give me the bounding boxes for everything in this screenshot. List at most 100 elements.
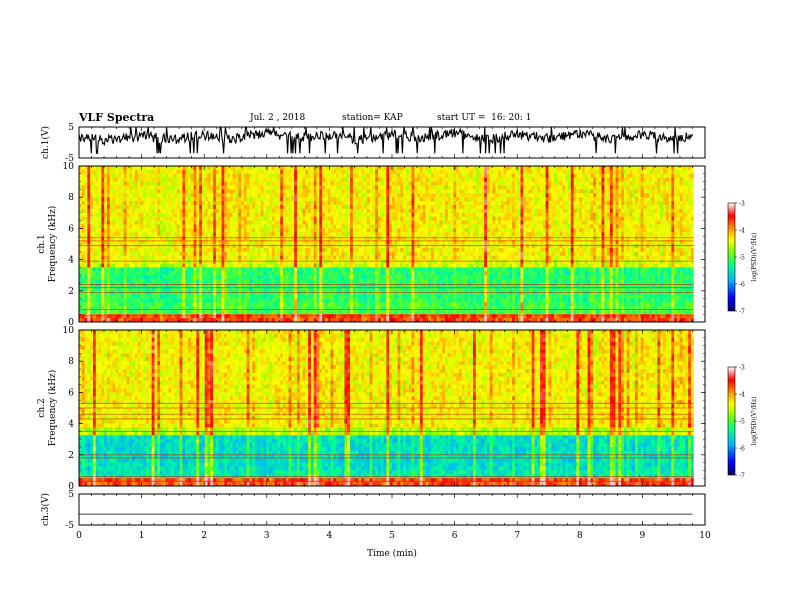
spectrogram-cell	[176, 181, 180, 186]
spectrogram-cell	[364, 166, 368, 171]
spectrogram-cell	[171, 193, 175, 198]
spectrogram-cell	[456, 228, 460, 233]
spectrogram-cell	[327, 220, 331, 225]
spectrogram-cell	[668, 173, 672, 179]
spectrogram-cell	[456, 244, 460, 249]
spectrogram-cell	[375, 212, 379, 218]
spectrogram-cell	[537, 173, 541, 179]
spectrogram-cell	[528, 201, 533, 206]
spectrogram-cell	[123, 197, 127, 202]
spectrogram-cell	[528, 205, 533, 210]
spectrogram-cell	[364, 185, 368, 190]
spectrogram-cell	[277, 247, 281, 253]
spectrogram-cell	[252, 220, 256, 225]
spectrogram-cell	[126, 244, 130, 249]
spectrogram-cell	[291, 244, 295, 249]
spectrogram-cell	[492, 201, 496, 206]
spectrogram-cell	[470, 224, 474, 229]
spectrogram-cell	[246, 224, 250, 229]
spectrogram-cell	[274, 185, 278, 190]
spectrogram-cell	[190, 247, 194, 253]
spectrogram-cell	[207, 205, 211, 210]
spectrogram-cell	[271, 205, 275, 210]
spectrogram-cell	[635, 224, 639, 229]
spectrogram-cell	[397, 244, 401, 249]
spectrogram-cell	[95, 216, 99, 221]
spectrogram-cell	[310, 247, 315, 253]
spectrogram-cell	[190, 173, 194, 179]
spectrogram-cell	[654, 228, 658, 233]
spectrogram-cell	[579, 201, 583, 206]
spectrogram-cell	[618, 244, 622, 249]
spectrogram-cell	[607, 201, 611, 206]
spectrogram-cell	[419, 177, 424, 182]
spectrogram-cell	[453, 166, 457, 171]
spectrogram-cell	[548, 232, 552, 237]
spectrogram-cell	[612, 236, 616, 241]
spectrogram-cell	[383, 247, 387, 253]
spectrogram-cell	[361, 228, 365, 233]
spectrogram-cell	[609, 216, 614, 221]
spectrogram-cell	[475, 244, 479, 249]
spectrogram-cell	[537, 220, 541, 225]
spectrogram-cell	[419, 201, 424, 206]
spectrogram-cell	[607, 232, 611, 237]
spectrogram-cell	[408, 251, 412, 257]
spectrogram-cell	[663, 189, 667, 194]
spectrogram-cell	[523, 232, 527, 237]
spectrogram-cell	[190, 240, 194, 245]
spectrogram-cell	[218, 201, 222, 206]
spectrogram-cell	[187, 173, 192, 179]
spectrogram-cell	[364, 220, 368, 225]
spectrogram-cell	[90, 236, 94, 241]
spectrogram-cell	[489, 201, 493, 206]
spectrogram-cell	[478, 251, 482, 257]
spectrogram-cell	[333, 197, 337, 202]
spectrogram-cell	[548, 224, 552, 229]
spectrogram-cell	[299, 220, 303, 225]
spectrogram-cell	[685, 220, 689, 225]
spectrogram-cell	[350, 185, 354, 190]
spectrogram-cell	[285, 208, 289, 214]
spectrogram-cell	[688, 224, 692, 229]
spectrogram-cell	[419, 208, 424, 214]
spectrogram-cell	[470, 166, 474, 171]
spectrogram-cell	[520, 166, 524, 171]
spectrogram-cell	[531, 220, 535, 225]
spectrogram-cell	[196, 216, 200, 221]
spectrogram-cell	[598, 208, 602, 214]
spectrogram-cell	[344, 201, 348, 206]
spectrogram-cell	[542, 169, 547, 175]
spectrogram-cell	[478, 205, 482, 210]
spectrogram-cell	[81, 177, 85, 182]
spectrogram-cell	[590, 169, 594, 175]
spectrogram-cell	[391, 224, 396, 229]
spectrogram-cell	[545, 236, 549, 241]
spectrogram-cell	[520, 240, 524, 245]
spectrogram-cell	[439, 228, 443, 233]
spectrogram-cell	[199, 247, 203, 253]
spectrogram-cell	[160, 224, 164, 229]
spectrogram-cell	[503, 236, 507, 241]
spectrogram-cell	[405, 181, 410, 186]
spectrogram-cell	[456, 201, 460, 206]
spectrogram-cell	[445, 205, 449, 210]
spectrogram-cell	[464, 224, 468, 229]
spectrogram-cell	[171, 240, 175, 245]
spectrogram-cell	[146, 232, 150, 237]
spectrogram-cell	[461, 236, 465, 241]
spectrogram-cell	[126, 201, 130, 206]
spectrogram-cell	[215, 181, 220, 186]
spectrogram-cell	[313, 251, 317, 257]
spectrogram-cell	[229, 251, 234, 257]
spectrogram-cell	[280, 189, 284, 194]
spectrogram-cell	[621, 181, 625, 186]
spectrogram-cell	[623, 169, 628, 175]
spectrogram-cell	[123, 216, 127, 221]
spectrogram-cell	[227, 212, 231, 218]
spectrogram-cell	[635, 244, 639, 249]
spectrogram-cell	[260, 251, 264, 257]
spectrogram-cell	[235, 208, 239, 214]
spectrogram-cell	[296, 240, 301, 245]
spectrogram-cell	[79, 181, 83, 186]
